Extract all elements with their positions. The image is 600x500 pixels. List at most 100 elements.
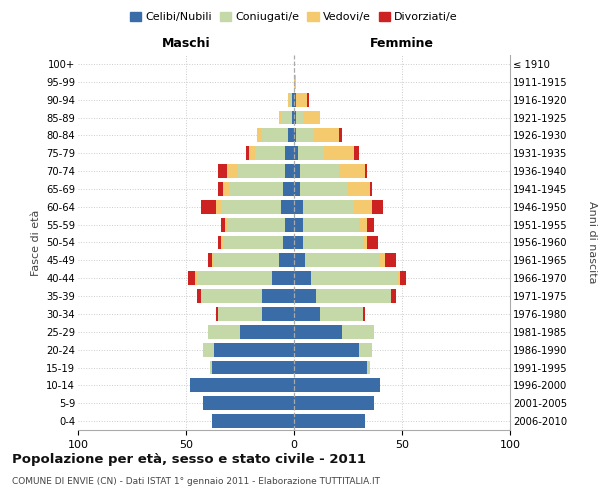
Bar (367, 236, 378, 250)
Bar (218, 182, 223, 196)
Bar (294, 236, 302, 250)
Bar (286, 164, 294, 178)
Text: Maschi: Maschi (161, 36, 211, 50)
Text: COMUNE DI ENVIE (CN) - Dati ISTAT 1° gennaio 2011 - Elaborazione TUTTITALIA.IT: COMUNE DI ENVIE (CN) - Dati ISTAT 1° gen… (12, 478, 380, 486)
Bar (367, 218, 374, 232)
Bar (279, 254, 294, 268)
Bar (340, 128, 341, 142)
Bar (294, 75, 296, 89)
Bar (197, 271, 272, 285)
Bar (294, 146, 298, 160)
Bar (391, 289, 395, 303)
Bar (294, 378, 380, 392)
Bar (313, 128, 340, 142)
Bar (398, 271, 400, 285)
Bar (208, 254, 212, 268)
Bar (294, 200, 302, 214)
Bar (302, 218, 359, 232)
Bar (203, 342, 214, 356)
Bar (301, 182, 348, 196)
Bar (229, 182, 283, 196)
Bar (227, 218, 286, 232)
Bar (292, 110, 294, 124)
Bar (294, 110, 296, 124)
Bar (216, 307, 218, 321)
Bar (294, 307, 320, 321)
Bar (348, 182, 370, 196)
Bar (316, 289, 391, 303)
Bar (214, 342, 294, 356)
Bar (294, 271, 311, 285)
Text: Femmine: Femmine (370, 36, 434, 50)
Y-axis label: Anni di nascita: Anni di nascita (587, 201, 597, 284)
Bar (292, 92, 294, 106)
Bar (279, 110, 281, 124)
Bar (296, 110, 302, 124)
Bar (367, 360, 370, 374)
Bar (240, 325, 294, 339)
Bar (223, 236, 283, 250)
Bar (294, 92, 296, 106)
Bar (221, 218, 225, 232)
Bar (365, 164, 367, 178)
Bar (257, 128, 262, 142)
Bar (272, 271, 294, 285)
Y-axis label: Fasce di età: Fasce di età (31, 210, 41, 276)
Bar (363, 307, 365, 321)
Bar (286, 218, 294, 232)
Bar (294, 254, 305, 268)
Bar (363, 236, 367, 250)
Bar (212, 414, 294, 428)
Bar (262, 289, 294, 303)
Bar (294, 342, 359, 356)
Bar (283, 236, 294, 250)
Bar (294, 128, 296, 142)
Bar (294, 218, 302, 232)
Bar (221, 200, 281, 214)
Bar (218, 164, 227, 178)
Bar (287, 92, 290, 106)
Bar (294, 325, 341, 339)
Bar (212, 360, 294, 374)
Bar (359, 218, 367, 232)
Bar (307, 92, 309, 106)
Bar (248, 146, 255, 160)
Bar (281, 110, 292, 124)
Bar (355, 146, 359, 160)
Bar (294, 164, 301, 178)
Bar (216, 200, 221, 214)
Bar (286, 146, 294, 160)
Bar (287, 128, 294, 142)
Bar (341, 325, 374, 339)
Bar (385, 254, 395, 268)
Bar (298, 146, 324, 160)
Bar (290, 92, 292, 106)
Bar (302, 236, 363, 250)
Bar (281, 200, 294, 214)
Bar (227, 164, 238, 178)
Bar (294, 182, 301, 196)
Bar (294, 360, 367, 374)
Bar (212, 254, 214, 268)
Bar (208, 325, 240, 339)
Bar (301, 164, 340, 178)
Bar (359, 342, 372, 356)
Bar (262, 128, 287, 142)
Bar (262, 307, 294, 321)
Bar (302, 110, 320, 124)
Bar (201, 289, 262, 303)
Bar (324, 146, 355, 160)
Bar (197, 289, 201, 303)
Bar (203, 396, 294, 410)
Bar (201, 200, 216, 214)
Bar (188, 271, 194, 285)
Bar (225, 218, 227, 232)
Bar (214, 254, 279, 268)
Bar (340, 164, 365, 178)
Bar (247, 146, 248, 160)
Bar (210, 360, 212, 374)
Bar (218, 307, 262, 321)
Bar (294, 289, 316, 303)
Bar (370, 182, 372, 196)
Bar (305, 254, 380, 268)
